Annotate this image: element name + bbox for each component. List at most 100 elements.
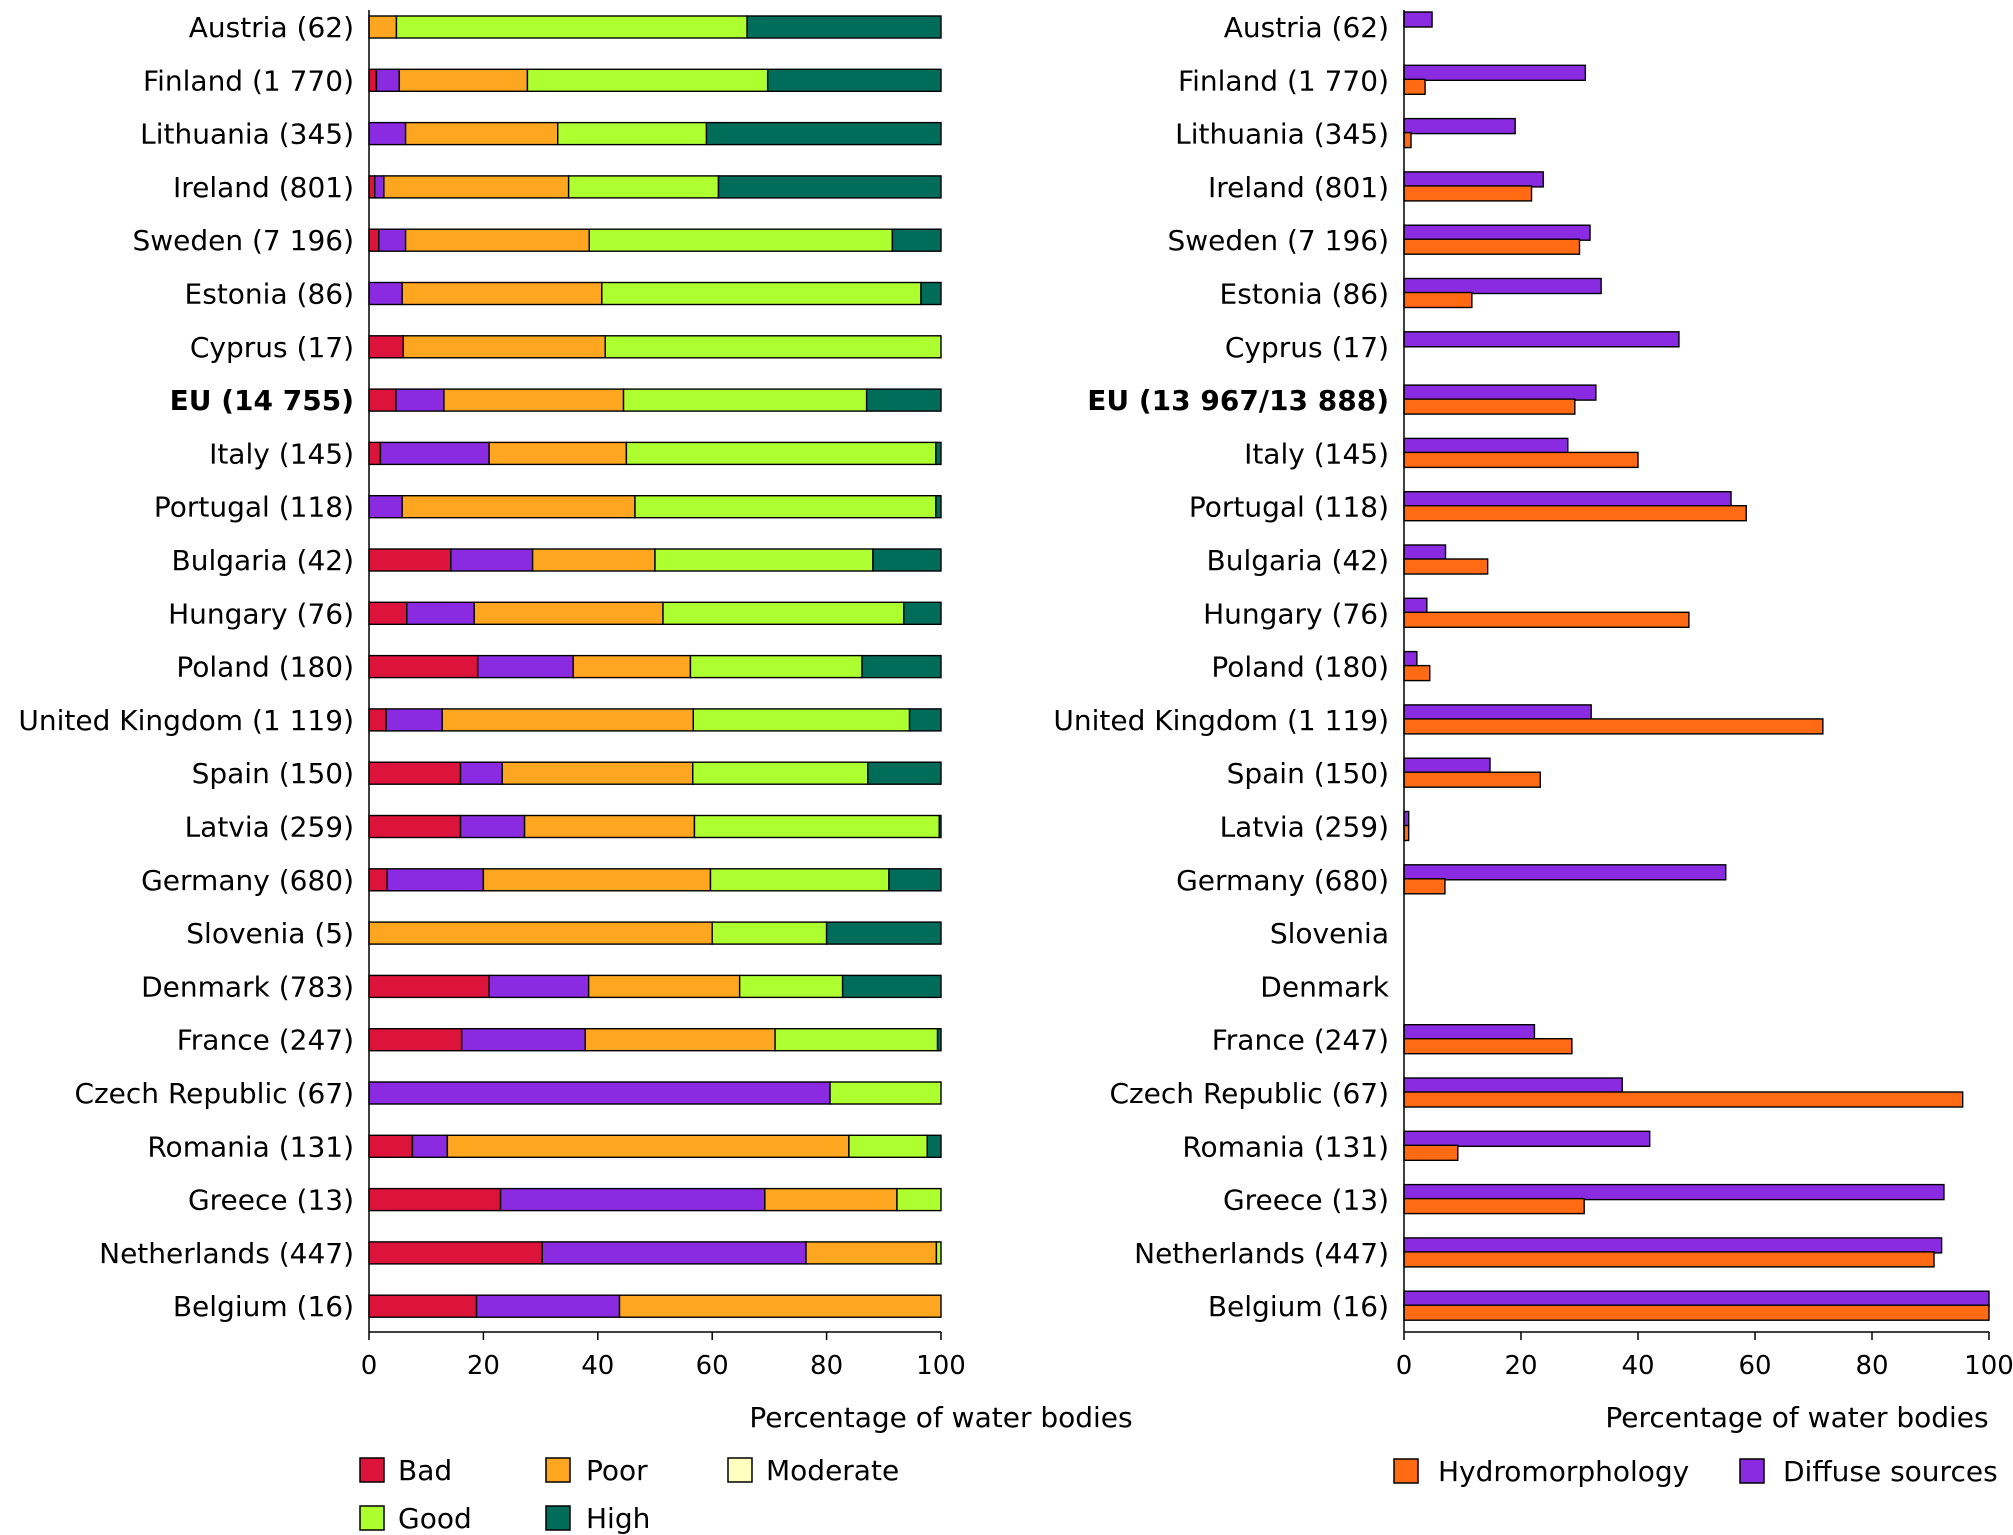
right-category-label: Sweden (7 196): [1167, 224, 1389, 257]
bar-diffuse-sources: [1403, 757, 1491, 774]
right-category-label: Bulgaria (42): [1207, 544, 1390, 577]
left-category-label: Denmark (783): [141, 970, 354, 1003]
bar-hydromorphology: [1403, 238, 1581, 255]
bar-segment-good: [604, 335, 942, 359]
bar-segment-poor: [443, 388, 625, 412]
right-category-label: Romania (131): [1182, 1130, 1389, 1163]
bar-segment-poor: [805, 1241, 938, 1265]
bar-segment-unlabelled: [411, 1134, 449, 1159]
bar-segment-bad: [368, 335, 405, 359]
bar-hydromorphology: [1403, 1037, 1573, 1055]
bar-segment-good: [693, 814, 940, 839]
left-category-label: Hungary (76): [168, 597, 354, 630]
bar-segment-poor: [404, 121, 559, 146]
right-x-axis-label: Percentage of water bodies: [1605, 1401, 1988, 1434]
bar-diffuse-sources: [1403, 864, 1727, 881]
left-category-label: Austria (62): [189, 11, 354, 44]
bar-diffuse-sources: [1403, 491, 1732, 508]
bar-hydromorphology: [1403, 1144, 1459, 1162]
left-category-label: Latvia (259): [185, 811, 354, 844]
right-category-label: Cyprus (17): [1225, 331, 1389, 364]
bar-diffuse-sources: [1403, 704, 1592, 721]
bar-segment-unlabelled: [541, 1241, 807, 1265]
bar-segment-high: [935, 495, 942, 519]
right-category-label: Greece (13): [1223, 1184, 1389, 1217]
bar-segment-poor: [501, 761, 694, 785]
left-legend: Bad Poor Moderate Good High: [359, 1454, 899, 1535]
right-category-label: Ireland (801): [1208, 171, 1389, 204]
right-category-label: Portugal (118): [1189, 491, 1389, 524]
bar-segment-bad: [368, 1241, 544, 1265]
left-x-tick-label: 20: [467, 1351, 500, 1381]
legend-swatch-bad: [359, 1457, 385, 1483]
legend-swatch-moderate: [727, 1457, 753, 1483]
bar-segment-high: [908, 708, 942, 732]
left-x-tick-label: 0: [361, 1351, 378, 1381]
bar-segment-bad: [368, 601, 408, 625]
bar-segment-bad: [368, 441, 382, 466]
bar-diffuse-sources: [1403, 224, 1591, 241]
bar-segment-bad: [368, 228, 380, 252]
left-category-label: Romania (131): [147, 1130, 354, 1163]
bar-segment-poor: [446, 1134, 850, 1159]
bar-diffuse-sources: [1403, 650, 1418, 668]
bar-segment-unlabelled: [460, 1027, 586, 1052]
bar-diffuse-sources: [1403, 171, 1544, 188]
right-x-tick-label: 0: [1396, 1351, 1413, 1381]
bar-diffuse-sources: [1403, 1237, 1943, 1254]
bar-segment-unlabelled: [476, 654, 574, 679]
legend-label-good: Good: [398, 1502, 472, 1535]
legend-item-bad: Bad: [359, 1454, 452, 1487]
bar-segment-poor: [398, 68, 529, 93]
bar-segment-high: [888, 868, 942, 892]
right-category-label: Germany (680): [1176, 864, 1389, 897]
bar-segment-high: [926, 1134, 942, 1159]
legend-label-hydromorphology: Hydromorphology: [1438, 1455, 1689, 1488]
bar-segment-high: [766, 68, 942, 93]
bar-hydromorphology: [1403, 664, 1431, 682]
bar-hydromorphology: [1403, 505, 1747, 522]
bar-segment-poor: [587, 974, 741, 999]
legend-label-high: High: [586, 1502, 650, 1535]
bar-hydromorphology: [1403, 718, 1824, 735]
bar-hydromorphology: [1403, 558, 1489, 575]
bar-segment-unlabelled: [499, 1187, 766, 1212]
bar-segment-poor: [523, 814, 696, 839]
right-category-label: Italy (145): [1244, 437, 1389, 470]
bar-diffuse-sources: [1403, 1077, 1623, 1094]
bar-segment-unlabelled: [378, 228, 407, 252]
right-category-label: Belgium (16): [1208, 1290, 1389, 1323]
bar-segment-bad: [368, 654, 479, 679]
bar-segment-good: [662, 601, 905, 625]
bar-segment-unlabelled: [459, 761, 503, 785]
right-x-tick-label: 80: [1855, 1351, 1888, 1381]
bar-segment-unlabelled: [368, 1081, 831, 1105]
left-category-label: Estonia (86): [185, 278, 354, 311]
bar-hydromorphology: [1403, 611, 1690, 628]
bar-segment-good: [738, 974, 844, 999]
legend-label-moderate: Moderate: [766, 1454, 899, 1487]
bar-segment-good: [625, 441, 937, 466]
left-category-label: Czech Republic (67): [74, 1077, 354, 1110]
bar-segment-bad: [368, 761, 462, 785]
bar-segment-high: [938, 814, 942, 839]
bar-segment-unlabelled: [395, 388, 445, 412]
bar-segment-good: [601, 281, 922, 306]
bar-segment-high: [872, 548, 942, 572]
bar-segment-poor: [482, 868, 712, 892]
bar-segment-poor: [473, 601, 664, 625]
bar-segment-good: [588, 228, 894, 252]
left-category-label: Cyprus (17): [190, 331, 354, 364]
bar-segment-unlabelled: [488, 974, 590, 999]
right-category-label: United Kingdom (1 119): [1053, 704, 1389, 737]
bar-segment-bad: [368, 68, 378, 93]
bar-segment-bad: [368, 814, 462, 839]
bar-segment-poor: [402, 335, 606, 359]
bar-diffuse-sources: [1403, 11, 1433, 28]
left-category-label: Lithuania (345): [140, 118, 354, 151]
bar-segment-poor: [488, 441, 628, 466]
bar-segment-good: [709, 868, 890, 892]
left-category-label: Netherlands (447): [99, 1237, 354, 1270]
left-category-label: Finland (1 770): [143, 64, 354, 97]
bar-hydromorphology: [1403, 131, 1412, 149]
